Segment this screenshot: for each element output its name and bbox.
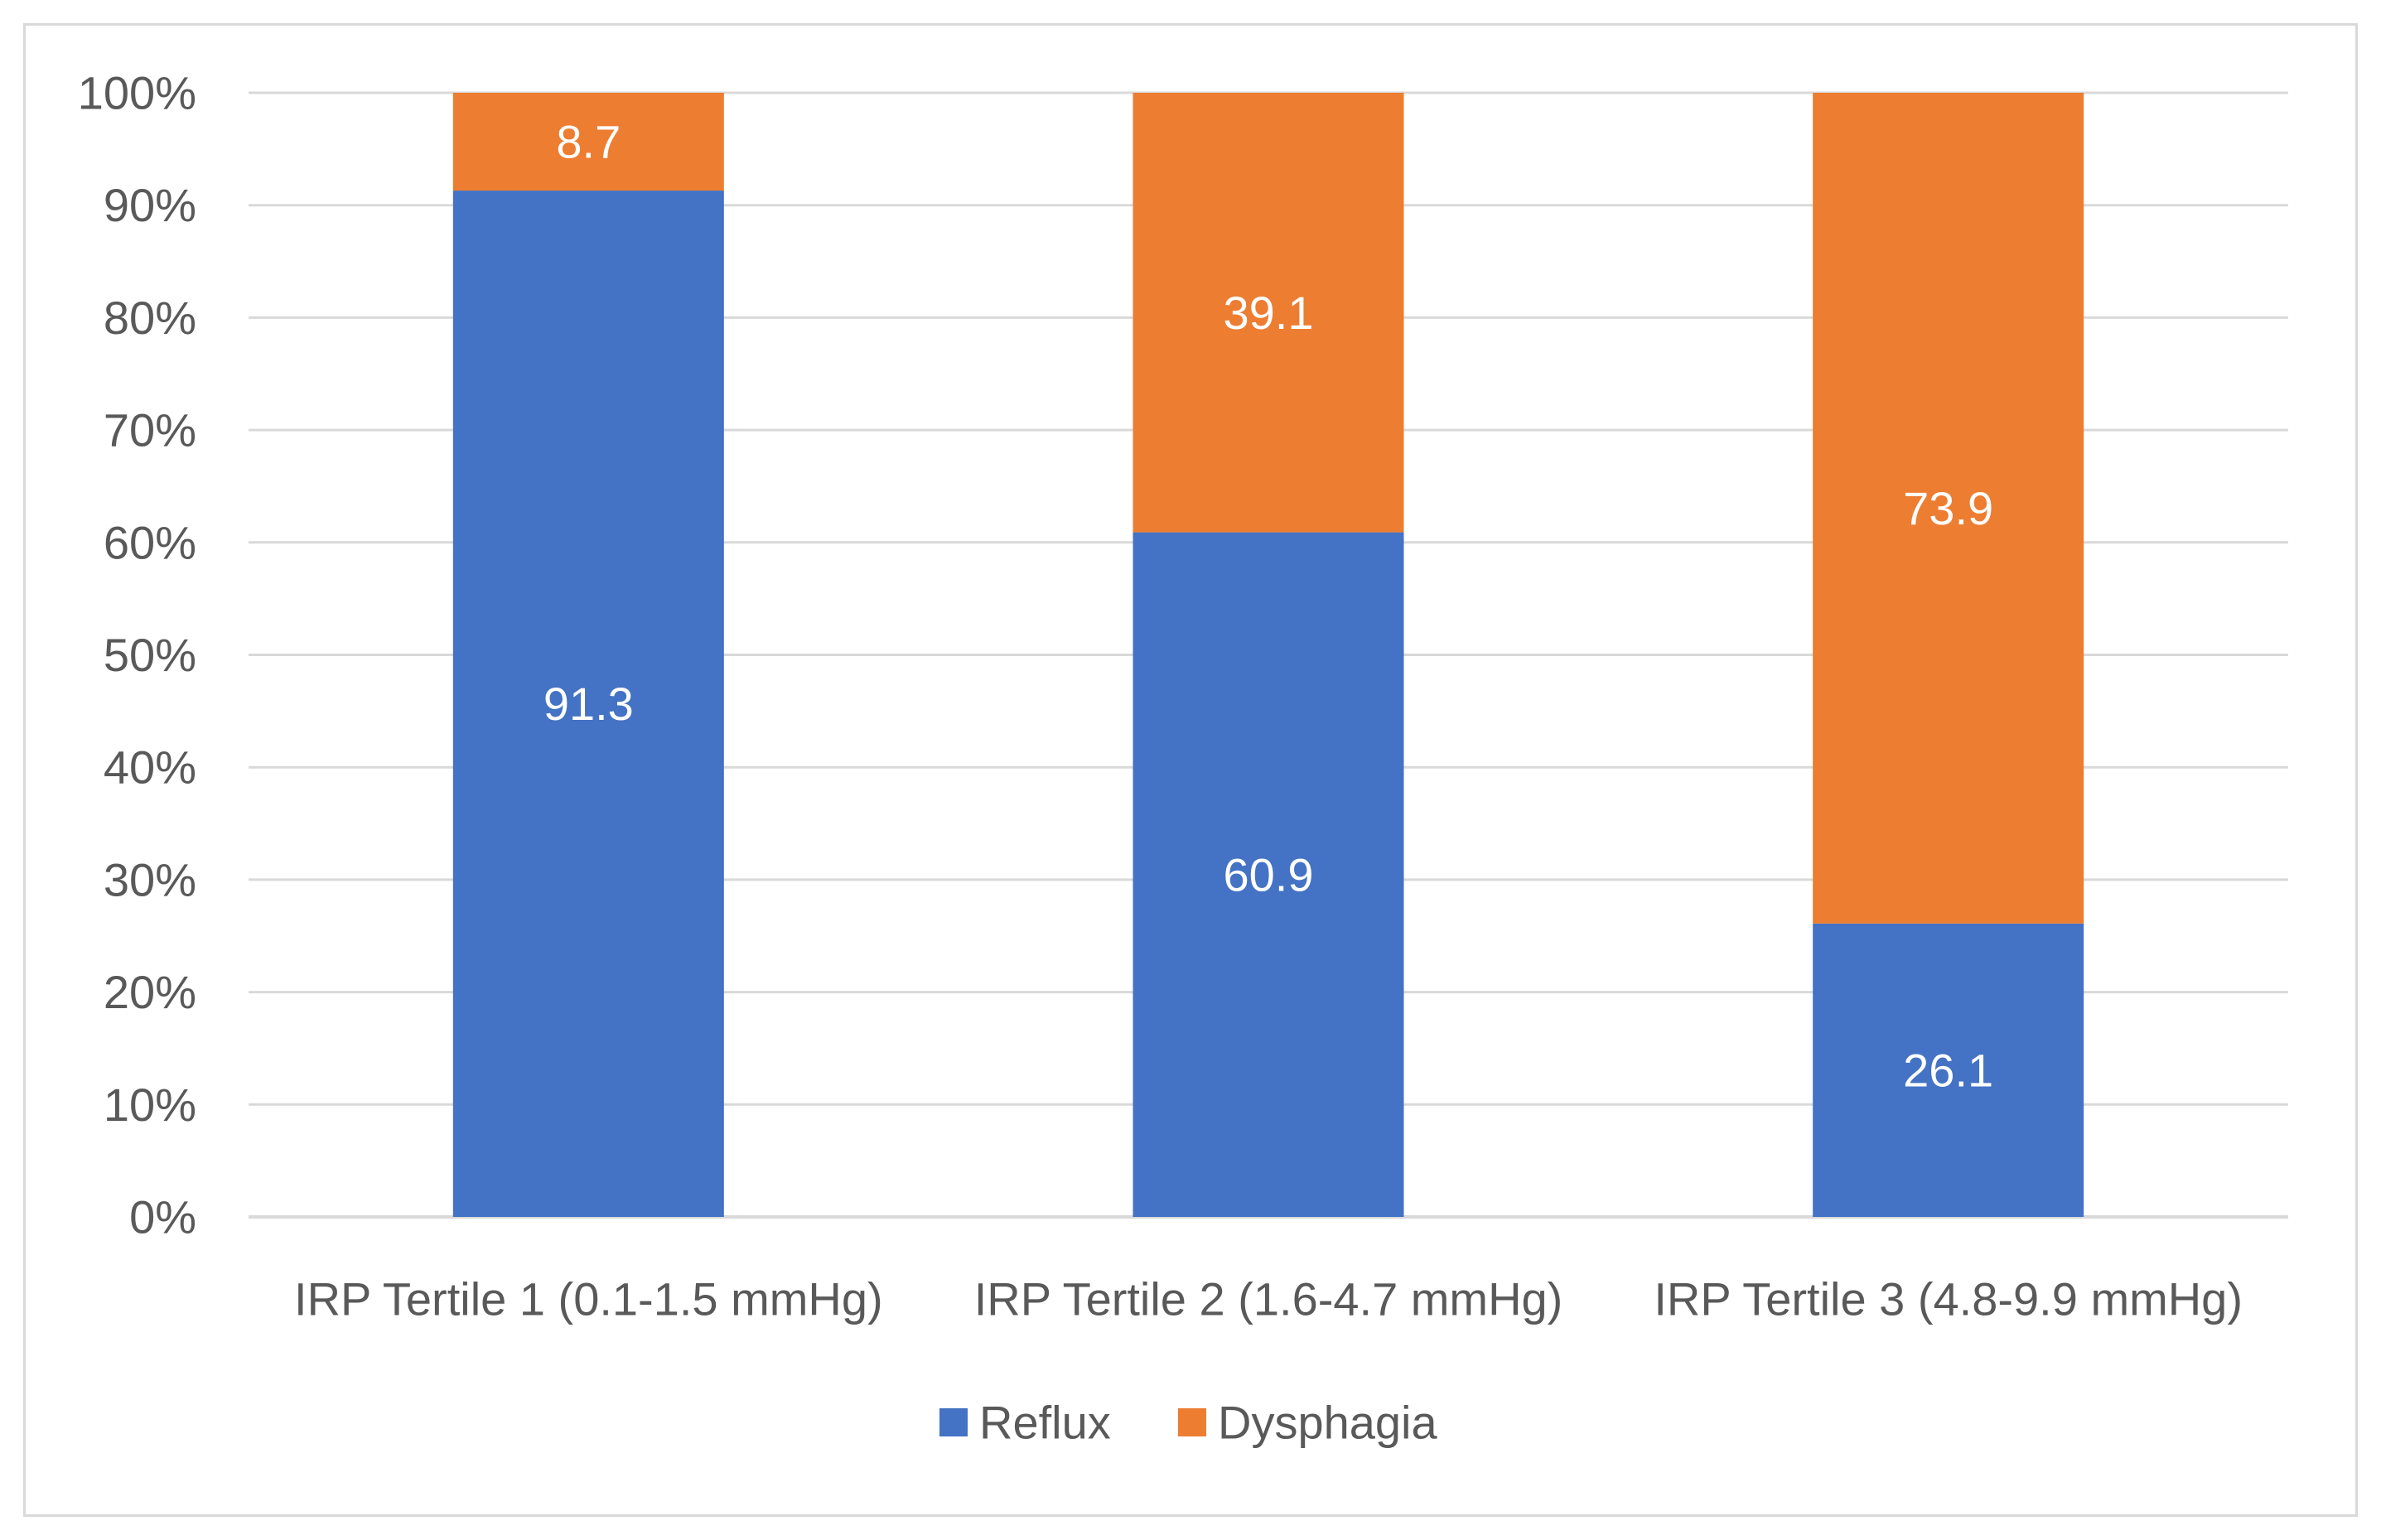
data-label-dysphagia: 8.7 — [556, 116, 621, 168]
x-category-label: IRP Tertile 3 (4.8-9.9 mmHg) — [1654, 1273, 2243, 1325]
data-label-reflux: 26.1 — [1903, 1044, 1993, 1096]
bar-dysphagia[interactable] — [1133, 93, 1404, 533]
data-label-reflux: 60.9 — [1224, 848, 1314, 900]
legend-swatch-dysphagia — [1178, 1408, 1206, 1436]
y-tick-label: 100% — [78, 67, 196, 119]
data-label-dysphagia: 73.9 — [1903, 482, 1993, 534]
bar-dysphagia[interactable] — [452, 93, 724, 191]
data-label-reflux: 91.3 — [543, 678, 634, 730]
y-tick-label: 70% — [104, 404, 196, 456]
y-tick-label: 40% — [104, 741, 196, 794]
y-tick-label: 10% — [104, 1079, 196, 1131]
y-tick-label: 20% — [104, 966, 196, 1018]
legend[interactable]: Reflux Dysphagia — [939, 1397, 1437, 1449]
y-tick-label: 0% — [129, 1191, 196, 1243]
y-tick-label: 80% — [104, 292, 196, 344]
data-labels: 91.3 8.7 60.9 39.1 26.1 73.9 — [543, 116, 1993, 1097]
bar-reflux[interactable] — [452, 191, 724, 1218]
bars — [452, 93, 2084, 1218]
legend-label-reflux[interactable]: Reflux — [979, 1397, 1111, 1449]
bar-reflux[interactable] — [1133, 532, 1404, 1217]
bar-reflux[interactable] — [1813, 923, 2084, 1217]
data-label-dysphagia: 39.1 — [1224, 287, 1314, 339]
x-category-label: IRP Tertile 2 (1.6-4.7 mmHg) — [974, 1273, 1563, 1325]
y-tick-label: 60% — [104, 516, 196, 568]
x-axis-categories: IRP Tertile 1 (0.1-1.5 mmHg) IRP Tertile … — [294, 1273, 2243, 1325]
bar-dysphagia[interactable] — [1813, 93, 2084, 924]
y-tick-label: 50% — [104, 629, 196, 681]
legend-label-dysphagia[interactable]: Dysphagia — [1218, 1397, 1437, 1449]
legend-swatch-reflux — [939, 1408, 968, 1436]
y-tick-label: 90% — [104, 179, 196, 231]
x-category-label: IRP Tertile 1 (0.1-1.5 mmHg) — [294, 1273, 883, 1325]
y-axis-ticks: 0% 10% 20% 30% 40% 50% 60% 70% 80% 90% 100% — [78, 67, 196, 1243]
y-tick-label: 30% — [104, 853, 196, 905]
